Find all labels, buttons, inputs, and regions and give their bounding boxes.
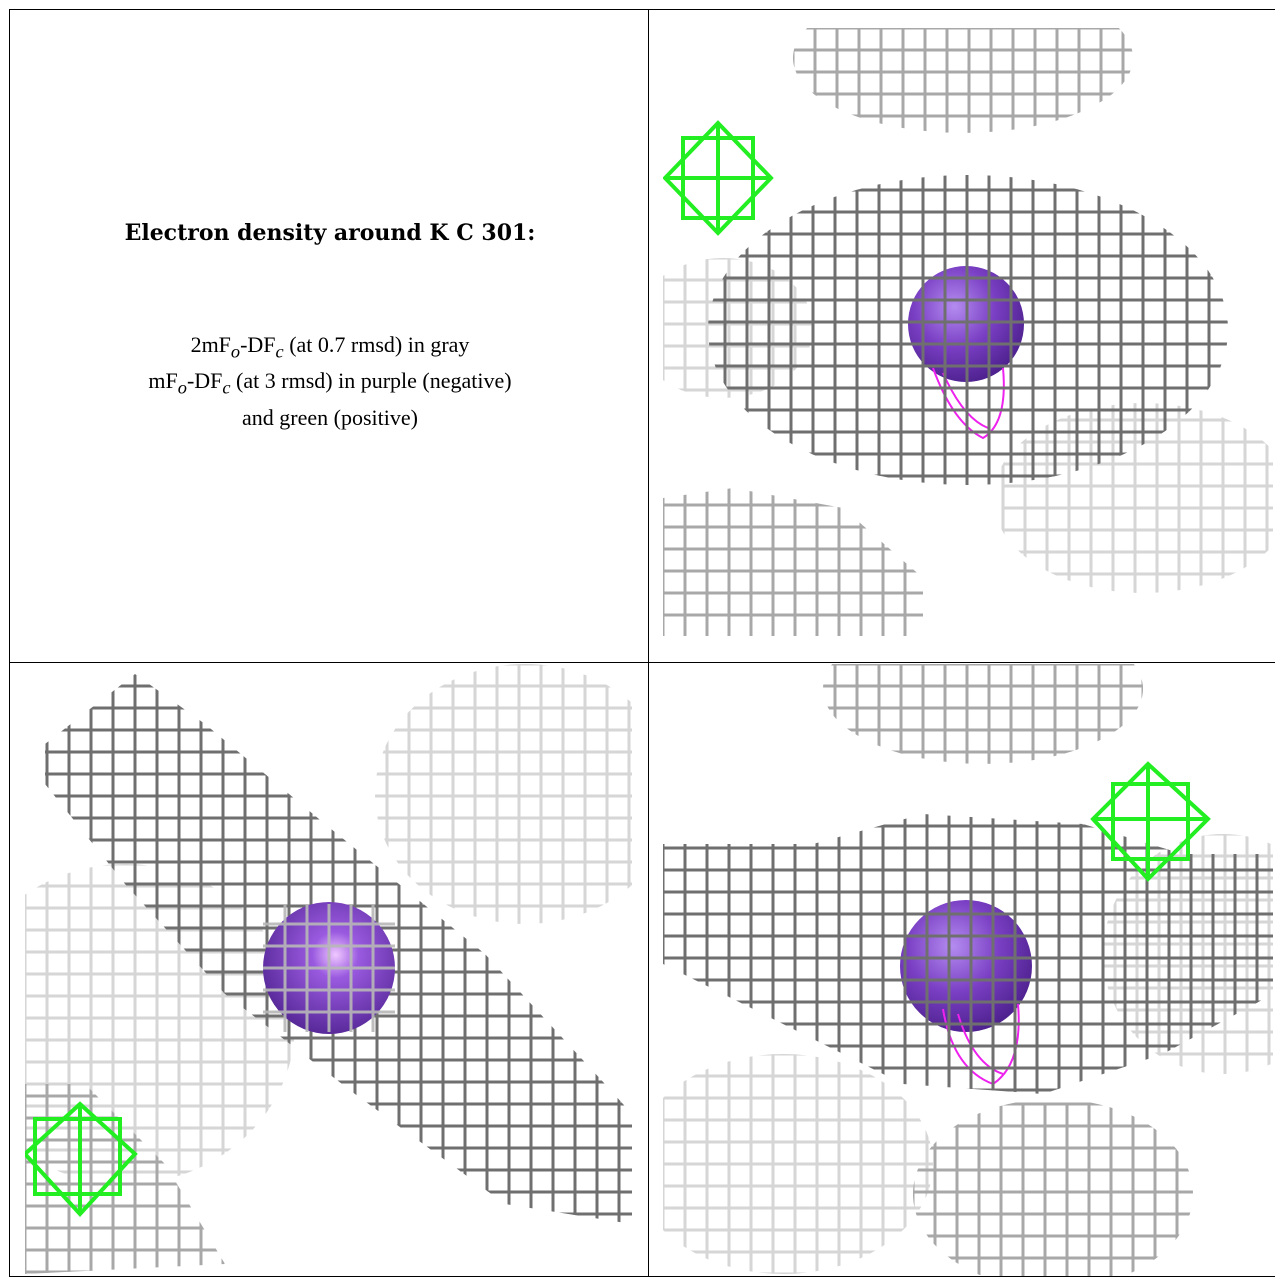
mesh-light-region-right [375, 664, 632, 924]
border-top [9, 9, 1275, 10]
border-left [9, 9, 10, 1277]
density-view-bottom-left [25, 664, 632, 1274]
mesh-render-bottom-right [663, 664, 1273, 1276]
positive-density-cage [1090, 761, 1211, 882]
mesh-light-region-left [25, 864, 295, 1184]
positive-density-cage [25, 1101, 138, 1217]
legend-line-difference: mFo-DFc (at 3 rmsd) in purple (negative) [148, 368, 512, 398]
legend-line-green: and green (positive) [242, 404, 418, 430]
density-view-top-right [663, 28, 1273, 636]
mesh-light-region-lower-left [663, 1054, 933, 1274]
mesh-bottom-blob [913, 1102, 1193, 1276]
mesh-top-blob [823, 664, 1143, 764]
caption-title: Electron density around K C 301: [124, 220, 536, 246]
border-bottom [9, 1276, 1275, 1277]
mesh-lower-left-blob [663, 488, 923, 636]
mesh-lower-left-strand [25, 1084, 225, 1274]
potassium-atom-sphere [900, 900, 1032, 1032]
mesh-render-bottom-left [25, 664, 632, 1274]
caption-legend: 2mFo-DFc (at 0.7 rmsd) in gray mFo-DFc (… [12, 330, 648, 432]
mesh-top-blob [793, 28, 1133, 133]
caption-cell: Electron density around K C 301: 2mFo-DF… [12, 12, 648, 662]
border-middle [9, 662, 1275, 663]
mesh-over-atom [263, 904, 395, 1032]
mesh-light-region [1001, 403, 1273, 593]
border-center [648, 9, 649, 1277]
legend-line-gray: 2mFo-DFc (at 0.7 rmsd) in gray [190, 332, 470, 362]
mesh-light-region-left [663, 258, 813, 398]
positive-density-cage [663, 120, 774, 236]
mesh-render-top-right [663, 28, 1273, 636]
density-view-bottom-right [663, 664, 1273, 1276]
